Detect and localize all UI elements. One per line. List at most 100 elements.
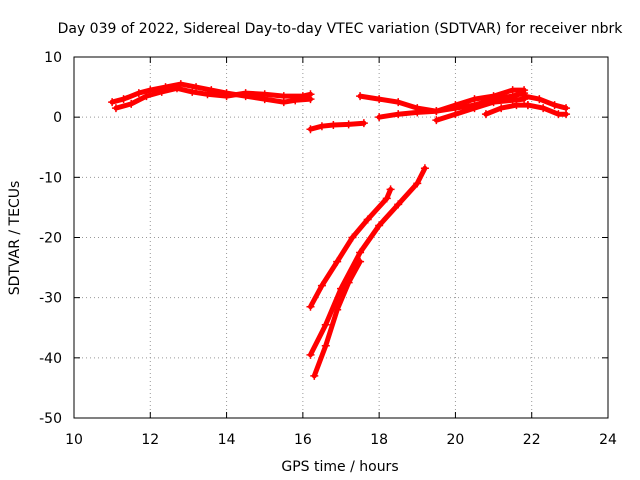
x-tick-label: 24 — [599, 432, 617, 448]
series-arc-11 — [306, 164, 429, 359]
data-point — [241, 89, 250, 98]
data-point — [432, 116, 441, 125]
x-tick-label: 18 — [370, 432, 388, 448]
data-point — [108, 98, 117, 107]
data-point — [306, 90, 315, 99]
x-tick-label: 20 — [447, 432, 465, 448]
data-point — [321, 341, 330, 350]
series-line — [483, 102, 531, 117]
data-point — [119, 95, 128, 104]
data-point — [489, 98, 498, 107]
data-point — [382, 194, 391, 203]
data-point — [348, 233, 357, 242]
series-line — [311, 259, 363, 379]
data-point — [535, 95, 544, 104]
y-axis-label: SDTVAR / TECUs — [7, 181, 23, 296]
series-arc-6 — [432, 95, 529, 125]
y-tick-label: -30 — [39, 291, 62, 307]
series-arc-12 — [310, 257, 365, 380]
data-point — [451, 110, 460, 119]
data-point — [310, 371, 319, 380]
data-point — [142, 92, 151, 101]
data-point — [306, 350, 315, 359]
data-point — [344, 120, 353, 129]
x-tick-label: 10 — [65, 432, 83, 448]
chart-title: Day 039 of 2022, Sidereal Day-to-day VTE… — [58, 21, 624, 37]
data-point — [562, 110, 571, 119]
data-point — [481, 110, 490, 119]
data-point — [413, 179, 422, 188]
data-point — [192, 83, 201, 92]
data-point — [363, 215, 372, 224]
data-point — [432, 107, 441, 116]
series-arc-10 — [306, 185, 395, 311]
data-point — [317, 281, 326, 290]
y-tick-label: 10 — [44, 50, 62, 66]
series-arc-3 — [306, 119, 368, 134]
data-point — [523, 101, 532, 110]
data-point — [386, 185, 395, 194]
data-point — [260, 90, 269, 99]
data-point — [413, 108, 422, 117]
y-tick-labels: -50 -40 -30 -20 -10 0 10 — [39, 50, 62, 427]
x-axis-label: GPS time / hours — [281, 459, 398, 475]
data-point — [539, 104, 548, 113]
data-point — [356, 92, 365, 101]
x-tick-label: 12 — [141, 432, 159, 448]
series-group — [108, 80, 571, 380]
data-point — [394, 200, 403, 209]
x-tick-labels: 10 12 14 16 18 20 22 24 — [65, 432, 617, 448]
data-point — [317, 122, 326, 131]
x-tick-label: 22 — [523, 432, 541, 448]
data-point — [306, 125, 315, 134]
data-point — [356, 248, 365, 257]
data-point — [512, 101, 521, 110]
data-point — [222, 92, 231, 101]
series-line — [521, 93, 569, 111]
data-point — [394, 98, 403, 107]
data-point — [375, 95, 384, 104]
data-point — [520, 92, 529, 101]
data-point — [333, 257, 342, 266]
y-tick-label: -20 — [39, 231, 62, 247]
data-point — [550, 101, 559, 110]
series-line — [308, 165, 428, 358]
series-arc-2 — [111, 84, 315, 113]
series-arc-8 — [520, 92, 571, 113]
data-point — [497, 104, 506, 113]
data-point — [344, 278, 353, 287]
y-tick-label: -10 — [39, 170, 62, 186]
data-point — [134, 89, 143, 98]
data-point — [375, 113, 384, 122]
data-point — [451, 101, 460, 110]
data-point — [356, 257, 365, 266]
data-point — [508, 86, 517, 95]
data-point — [188, 87, 197, 96]
data-point — [157, 87, 166, 96]
data-point — [359, 119, 368, 128]
grid — [73, 56, 609, 419]
data-point — [127, 99, 136, 108]
data-point — [111, 104, 120, 113]
data-point — [333, 305, 342, 314]
data-point — [329, 120, 338, 129]
data-point — [172, 84, 181, 93]
y-tick-label: -40 — [39, 351, 62, 367]
data-point — [470, 104, 479, 113]
data-point — [394, 110, 403, 119]
data-point — [470, 95, 479, 104]
plot-frame — [73, 56, 609, 419]
x-tick-label: 16 — [294, 432, 312, 448]
data-point — [298, 92, 307, 101]
data-point — [554, 110, 563, 119]
data-point — [203, 90, 212, 99]
data-point — [279, 92, 288, 101]
series-arc-9 — [523, 101, 571, 119]
data-point — [508, 96, 517, 105]
data-point — [306, 302, 315, 311]
y-tick-label: -50 — [39, 411, 62, 427]
y-tick-label: 0 — [53, 110, 62, 126]
data-point — [321, 320, 330, 329]
data-point — [420, 164, 429, 173]
